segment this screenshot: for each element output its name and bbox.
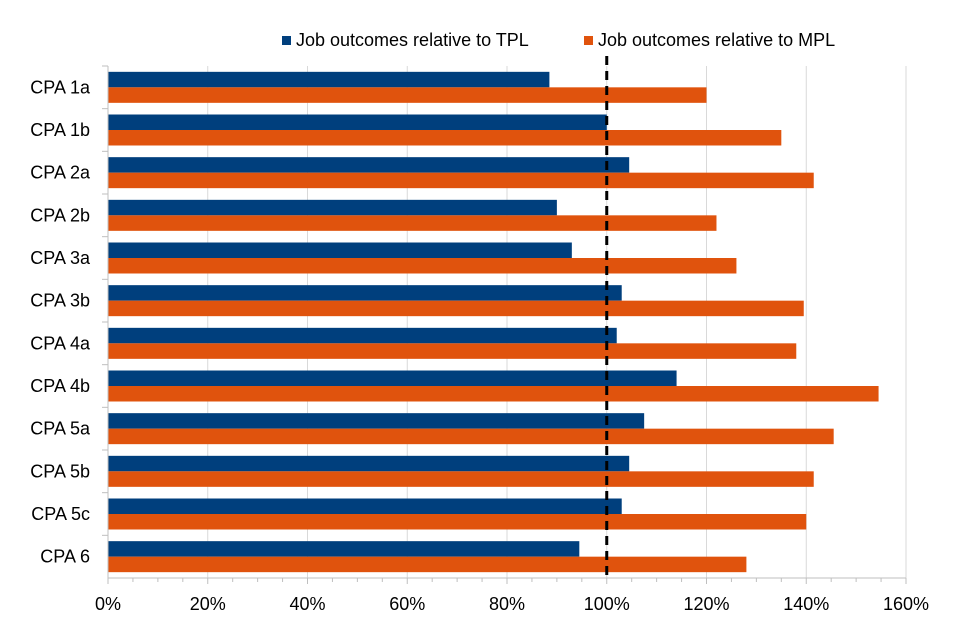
legend-swatch-mpl xyxy=(584,36,593,45)
x-tick-label: 140% xyxy=(783,594,829,614)
category-label: CPA 1b xyxy=(30,120,90,140)
bar-mpl xyxy=(108,87,707,103)
bar-mpl xyxy=(108,471,814,487)
bar-tpl xyxy=(108,199,557,216)
bar-mpl xyxy=(108,428,834,445)
bar-tpl xyxy=(108,327,617,344)
bar-mpl xyxy=(108,300,804,317)
category-label: CPA 1a xyxy=(30,77,91,97)
category-label: CPA 2a xyxy=(30,163,91,183)
bar-tpl xyxy=(108,285,622,301)
x-tick-label: 80% xyxy=(489,594,525,614)
x-tick-label: 100% xyxy=(584,594,630,614)
category-label: CPA 4a xyxy=(30,333,91,353)
bar-mpl xyxy=(108,130,782,146)
x-tick-label: 40% xyxy=(289,594,325,614)
bar-mpl xyxy=(108,386,879,402)
legend-label-mpl: Job outcomes relative to MPL xyxy=(598,30,835,50)
legend-label-tpl: Job outcomes relative to TPL xyxy=(296,30,529,50)
bar-tpl xyxy=(108,498,622,514)
axis-layer xyxy=(102,65,907,584)
bar-mpl xyxy=(108,343,797,359)
legend-swatch-tpl xyxy=(282,36,291,45)
bar-layer xyxy=(108,71,879,573)
x-tick-label: 160% xyxy=(883,594,929,614)
label-layer: CPA 1a CPA 1b CPA 2a CPA 2b CPA 3a CPA 3b CPA … xyxy=(30,77,929,614)
category-label: CPA 5b xyxy=(30,461,90,481)
bar-mpl xyxy=(108,172,814,189)
bar-tpl xyxy=(108,71,550,88)
bar-tpl xyxy=(108,541,580,557)
x-tick-label: 20% xyxy=(190,594,226,614)
bar-tpl xyxy=(108,455,630,472)
legend: Job outcomes relative to TPL Job outcomes… xyxy=(282,30,835,50)
bar-mpl xyxy=(108,556,747,573)
bar-mpl xyxy=(108,215,717,231)
x-tick-label: 60% xyxy=(389,594,425,614)
category-label: CPA 3a xyxy=(30,248,91,268)
bar-tpl xyxy=(108,413,645,429)
bar-tpl xyxy=(108,157,630,173)
category-label: CPA 4b xyxy=(30,376,90,396)
bar-mpl xyxy=(108,514,807,530)
bar-mpl xyxy=(108,258,737,274)
category-label: CPA 5c xyxy=(31,504,90,524)
bar-tpl xyxy=(108,114,607,130)
category-label: CPA 2b xyxy=(30,205,90,225)
category-label: CPA 3b xyxy=(30,291,90,311)
x-tick-label: 0% xyxy=(95,594,121,614)
bar-tpl xyxy=(108,242,572,258)
category-label: CPA 6 xyxy=(40,547,90,567)
category-label: CPA 5a xyxy=(30,419,91,439)
bar-tpl xyxy=(108,370,677,386)
x-tick-label: 120% xyxy=(683,594,729,614)
